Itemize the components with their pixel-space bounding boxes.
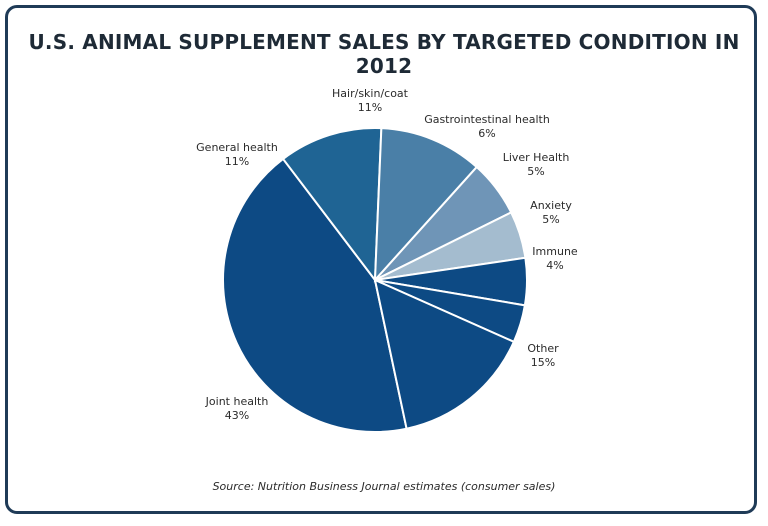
slice-value-label: 4% bbox=[546, 259, 563, 272]
slice-label: General health bbox=[196, 141, 278, 154]
slice-label: Joint health bbox=[205, 395, 269, 408]
pie-slice-hair-skin-coat bbox=[373, 127, 479, 283]
pie-slice-general-health bbox=[281, 127, 383, 283]
slice-value-label: 5% bbox=[527, 165, 544, 178]
chart-source: Source: Nutrition Business Journal estim… bbox=[212, 480, 556, 493]
slice-value-label: 5% bbox=[542, 213, 559, 226]
pie-slice-joint-health bbox=[222, 157, 408, 433]
slice-label: Anxiety bbox=[530, 199, 572, 212]
slice-label: Hair/skin/coat bbox=[332, 87, 409, 100]
slice-label: Other bbox=[527, 342, 559, 355]
slice-label: Immune bbox=[532, 245, 578, 258]
slice-value-label: 43% bbox=[225, 409, 249, 422]
slice-label: Liver Health bbox=[503, 151, 570, 164]
chart-title: U.S. ANIMAL SUPPLEMENT SALES BY TARGETED… bbox=[28, 30, 740, 78]
slice-value-label: 15% bbox=[531, 356, 555, 369]
slice-label: Gastrointestinal health bbox=[424, 113, 550, 126]
slice-value-label: 11% bbox=[225, 155, 249, 168]
slice-value-label: 11% bbox=[358, 101, 382, 114]
pie-slice-other bbox=[373, 278, 516, 430]
slice-value-label: 6% bbox=[478, 127, 495, 140]
